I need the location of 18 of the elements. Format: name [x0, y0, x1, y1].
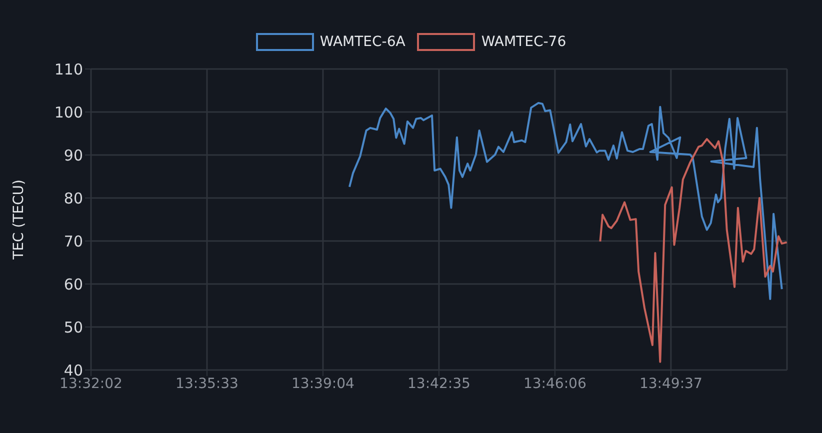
x-tick-label: 13:46:06: [523, 376, 586, 392]
x-tick-label: 13:35:33: [176, 376, 238, 392]
y-tick-label: 90: [64, 146, 83, 164]
y-tick-label: 50: [64, 318, 83, 336]
y-tick-label: 70: [64, 232, 83, 250]
y-tick-label: 80: [64, 189, 83, 208]
legend-label: WAMTEC-6A: [320, 34, 406, 50]
legend-label: WAMTEC-76: [481, 34, 566, 50]
line-series: [599, 138, 787, 363]
x-tick-label: 13:32:02: [60, 376, 122, 392]
x-tick-label: 13:39:04: [292, 376, 354, 392]
y-axis-title: TEC (TECU): [10, 180, 27, 260]
y-tick-label: 100: [54, 103, 83, 122]
x-tick-label: 13:42:35: [408, 376, 470, 392]
line-series: [348, 102, 783, 300]
x-tick-label: 13:49:37: [639, 376, 702, 392]
y-tick-label: 60: [64, 275, 83, 294]
y-tick-label: 110: [54, 60, 83, 78]
